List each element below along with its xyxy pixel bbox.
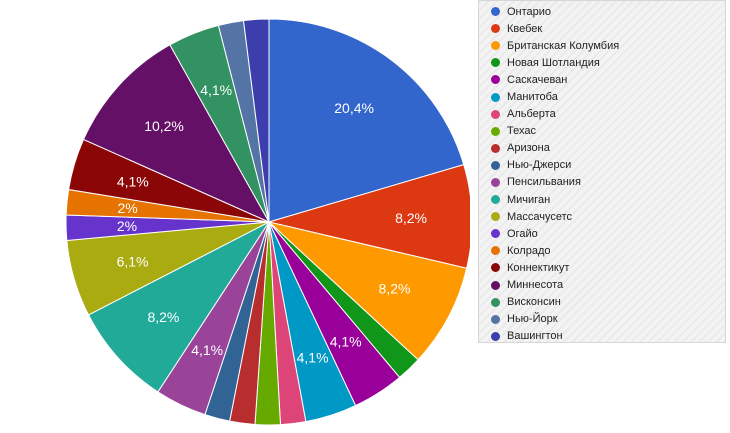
legend-label: Квебек	[507, 22, 543, 35]
legend-color-dot	[491, 229, 500, 239]
legend-label: Саскачеван	[507, 73, 568, 86]
legend-label: Огайо	[507, 227, 538, 240]
pie-slice-17	[82, 44, 271, 224]
legend-color-dot	[491, 246, 500, 256]
pie-slice-3	[267, 221, 468, 361]
legend-color-dot	[491, 297, 500, 307]
pie-slice-labels: 20,4%8,2%8,2%4,1%4,1%4,1%8,2%6,1%2%2%4,1…	[117, 82, 427, 365]
legend-item: Манитоба	[479, 88, 725, 105]
slice-label-17: 10,2%	[144, 118, 184, 134]
legend-item: Альберта	[479, 106, 725, 123]
legend-label: Вашингтон	[507, 330, 563, 343]
legend-item: Пенсильвания	[479, 174, 725, 191]
slice-label-13: 6,1%	[117, 254, 149, 270]
legend-color-dot	[491, 24, 500, 34]
legend-label: Манитоба	[507, 91, 558, 104]
legend-item: Миннесота	[479, 277, 725, 294]
legend-color-dot	[491, 7, 500, 17]
legend-item: Колрадо	[479, 242, 725, 259]
slice-label-5: 4,1%	[330, 334, 362, 350]
legend-color-dot	[491, 177, 500, 187]
legend-color-dot	[491, 195, 500, 205]
legend-label: Колрадо	[507, 244, 551, 257]
legend-label: Массачусетс	[507, 210, 573, 223]
legend-item: Массачусетс	[479, 208, 725, 225]
legend-label: Альберта	[507, 108, 556, 121]
legend-label: Пенсильвания	[507, 176, 581, 189]
legend-item: Мичиган	[479, 191, 725, 208]
legend-item: Квебек	[479, 20, 725, 37]
chart-legend: Онтарио Квебек Британская Колумбия Новая Шо…	[478, 0, 726, 343]
legend-item: Аризона	[479, 140, 725, 157]
slice-label-18: 4,1%	[200, 82, 232, 98]
slice-label-14: 2%	[117, 218, 137, 234]
legend-label: Британская Колумбия	[507, 39, 620, 52]
legend-label: Новая Шотландия	[507, 56, 600, 69]
legend-color-dot	[491, 92, 500, 102]
legend-item: Техас	[479, 123, 725, 140]
legend-color-dot	[491, 143, 500, 153]
pie-slice-2	[267, 164, 470, 269]
legend-color-dot	[491, 263, 500, 273]
legend-color-dot	[491, 160, 500, 170]
legend-color-dot	[491, 41, 500, 51]
legend-item: Британская Колумбия	[479, 37, 725, 54]
legend-color-dot	[491, 58, 500, 68]
legend-item: Висконсин	[479, 294, 725, 311]
legend-label: Аризона	[507, 142, 550, 155]
legend-item: Новая Шотландия	[479, 54, 725, 71]
pie-slice-20	[242, 18, 270, 223]
legend-item: Коннектикут	[479, 259, 725, 276]
slice-label-2: 8,2%	[395, 210, 427, 226]
legend-label: Висконсин	[507, 296, 561, 309]
legend-item: Онтарио	[479, 3, 725, 20]
legend-color-dot	[491, 109, 500, 119]
legend-label: Техас	[507, 125, 536, 138]
pie-slices	[65, 18, 470, 426]
legend-label: Нью-Джерси	[507, 159, 572, 172]
legend-item: Нью-Йорк	[479, 311, 725, 328]
slice-label-16: 4,1%	[117, 173, 149, 189]
legend-item: Нью-Джерси	[479, 157, 725, 174]
slice-label-1: 20,4%	[334, 100, 374, 116]
legend-color-dot	[491, 331, 500, 341]
slice-label-6: 4,1%	[297, 349, 329, 365]
slice-label-12: 8,2%	[147, 309, 179, 325]
legend-label: Онтарио	[507, 5, 552, 18]
pie-slice-12	[87, 220, 271, 393]
legend-color-dot	[491, 75, 500, 85]
legend-label: Мичиган	[507, 193, 551, 206]
legend-item: Огайо	[479, 225, 725, 242]
legend-item: Саскачеван	[479, 71, 725, 88]
legend-label: Коннектикут	[507, 261, 570, 274]
pie-chart: 20,4%8,2%8,2%4,1%4,1%4,1%8,2%6,1%2%2%4,1…	[65, 18, 470, 426]
legend-color-dot	[491, 280, 500, 290]
legend-label: Миннесота	[507, 279, 564, 292]
slice-label-15: 2%	[117, 200, 137, 216]
legend-label: Нью-Йорк	[507, 313, 558, 326]
legend-item: Вашингтон	[479, 328, 725, 345]
slice-label-11: 4,1%	[191, 342, 223, 358]
pie-slice-1	[268, 18, 465, 223]
legend-color-dot	[491, 212, 500, 222]
slice-label-3: 8,2%	[379, 281, 411, 297]
legend-color-dot	[491, 126, 500, 136]
legend-color-dot	[491, 314, 500, 324]
